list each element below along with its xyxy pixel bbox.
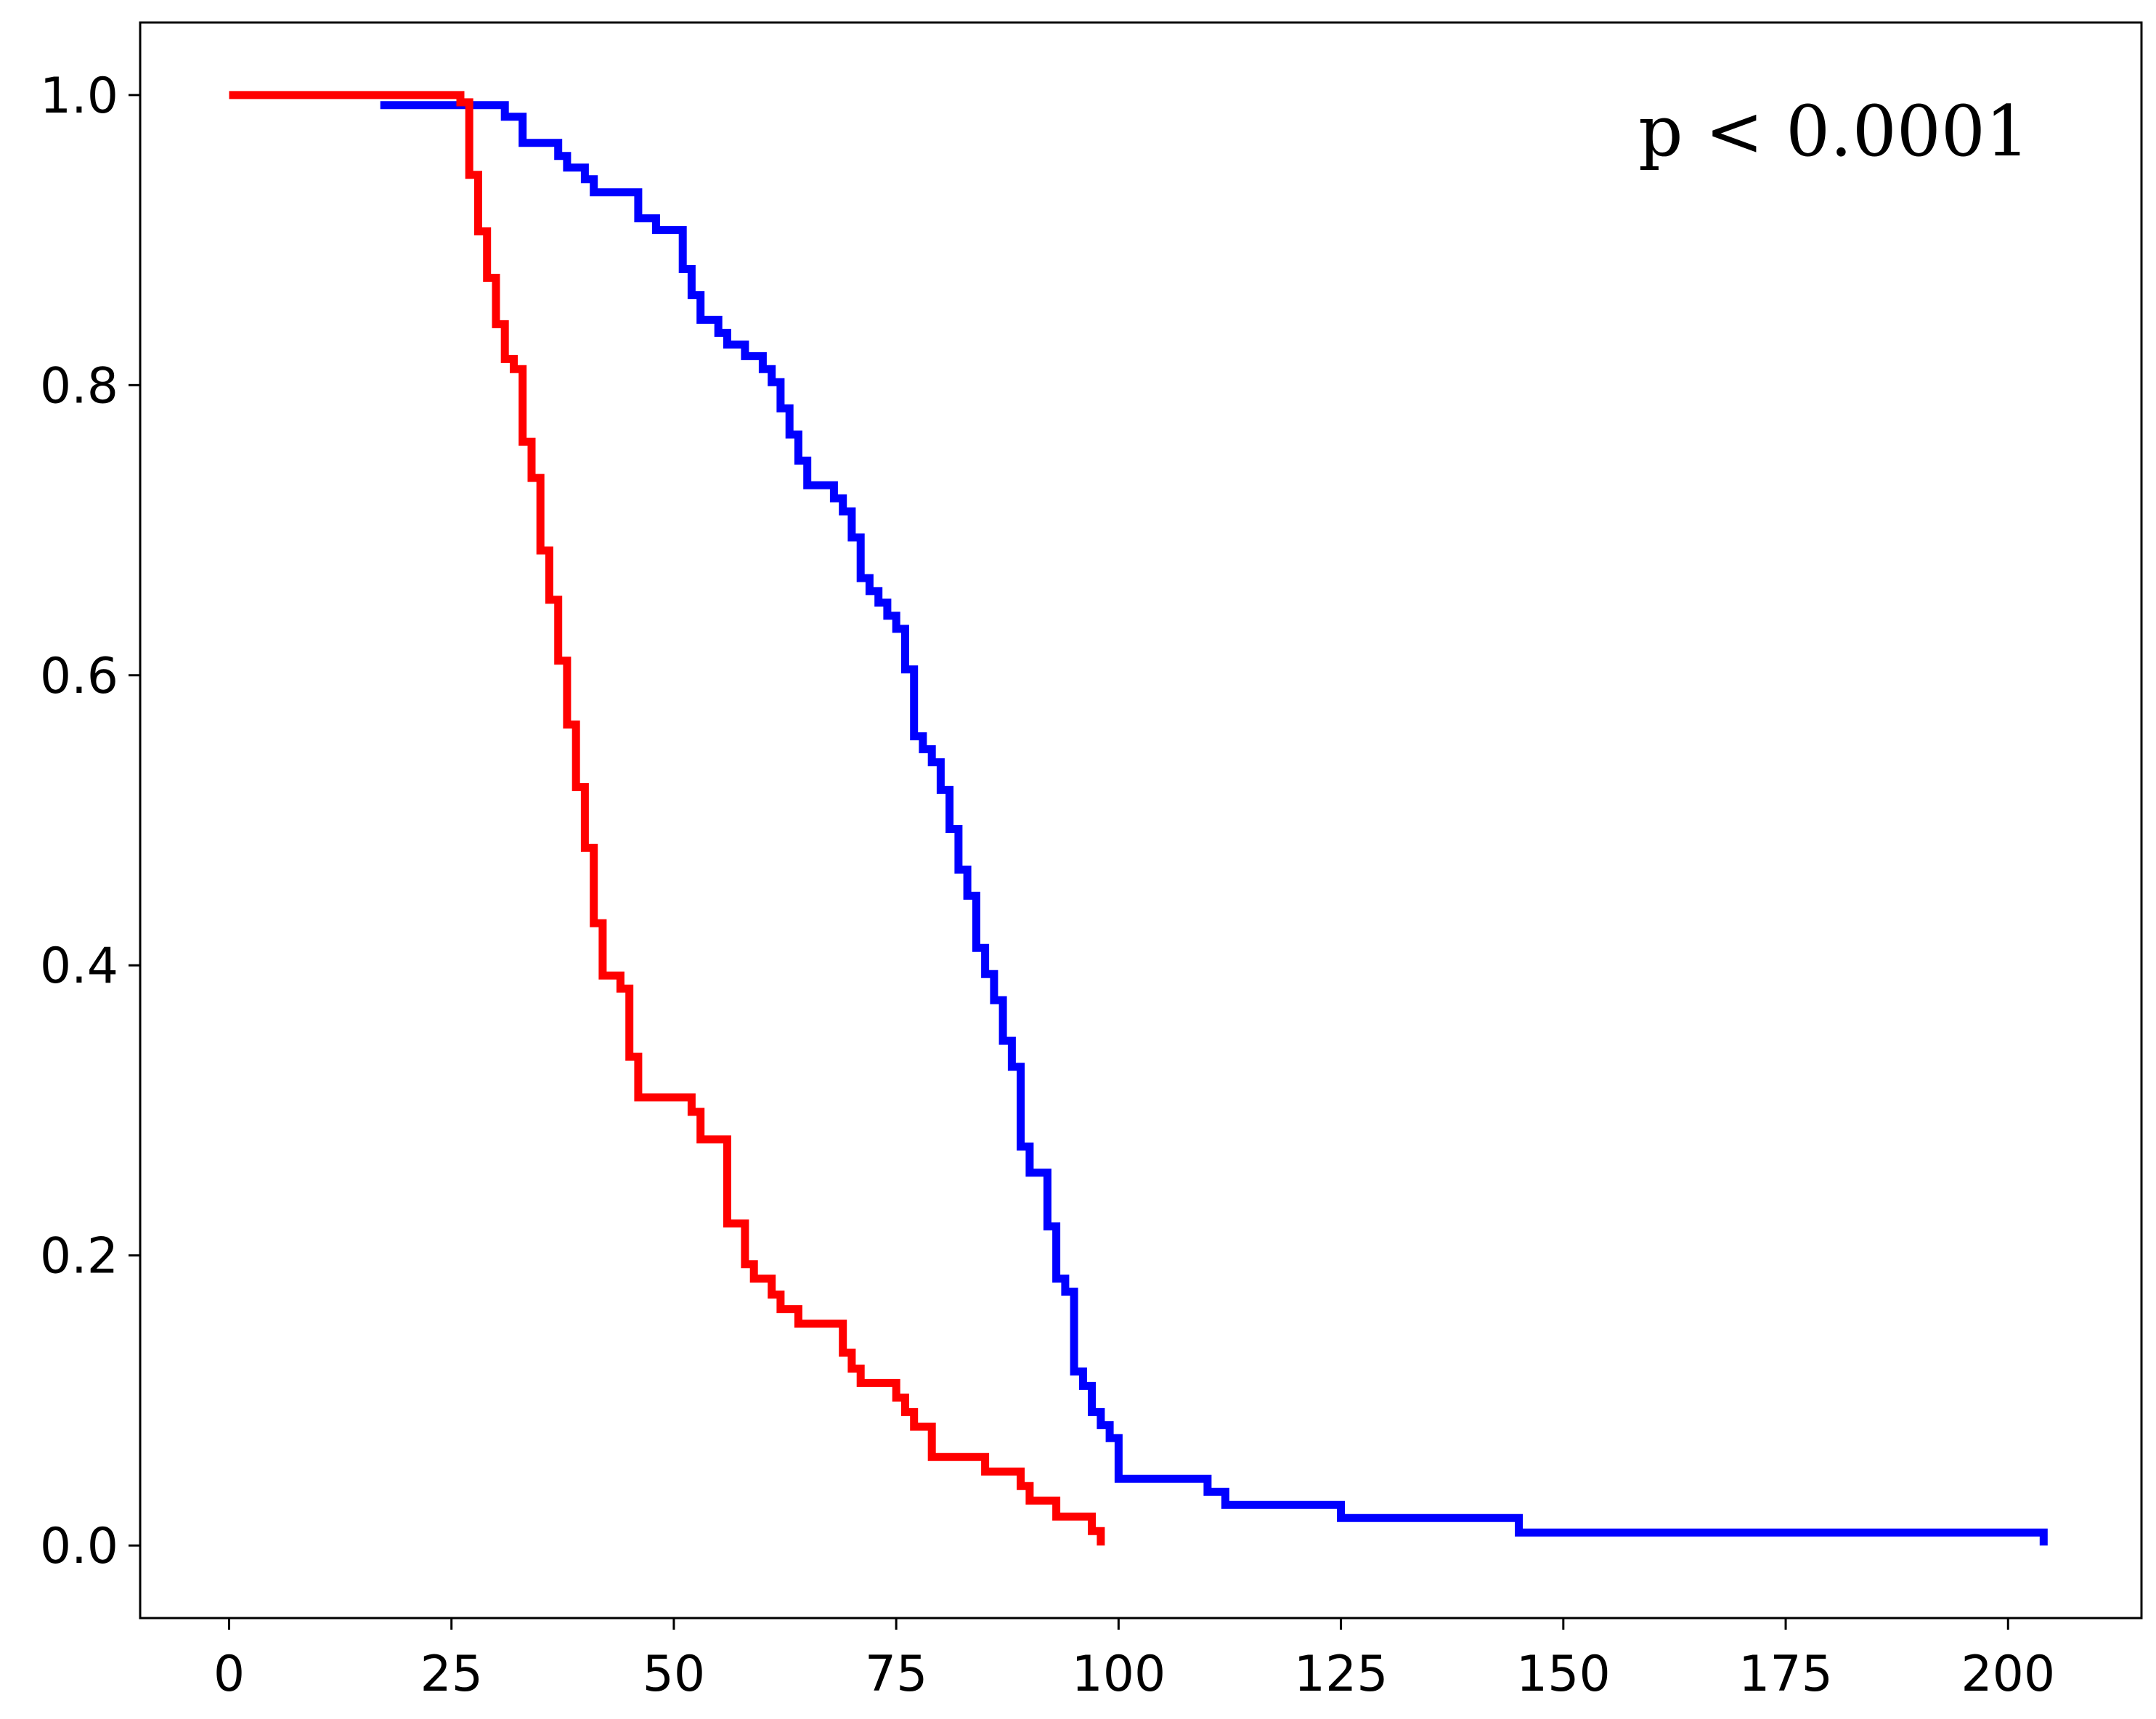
x-axis: 0 25 50 75 100 125 150 175 200: [213, 1618, 2055, 1703]
x-tick-label: 125: [1294, 1646, 1388, 1703]
plot-area: [229, 91, 2048, 1546]
y-tick-label: 0.4: [40, 938, 118, 995]
x-tick-label: 0: [213, 1646, 245, 1703]
x-tick-label: 100: [1071, 1646, 1166, 1703]
y-tick-label: 1.0: [40, 68, 118, 125]
x-tick-label: 150: [1516, 1646, 1611, 1703]
y-tick-label: 0.2: [40, 1228, 118, 1285]
y-tick-label: 0.0: [40, 1518, 118, 1575]
axes-frame: [139, 21, 2143, 1620]
y-tick-label: 0.8: [40, 357, 118, 415]
x-tick-label: 25: [420, 1646, 483, 1703]
y-tick-label: 0.6: [40, 648, 118, 705]
x-tick-label: 75: [865, 1646, 928, 1703]
series-line-2: [229, 91, 1105, 1546]
y-axis: 0.0 0.2 0.4 0.6 0.8 1.0: [40, 68, 140, 1575]
x-tick-label: 200: [1961, 1646, 2055, 1703]
p-value-annotation: p < 0.0001: [1638, 91, 2030, 172]
x-tick-label: 50: [643, 1646, 706, 1703]
series-line-1: [380, 101, 2048, 1546]
x-tick-label: 175: [1738, 1646, 1833, 1703]
